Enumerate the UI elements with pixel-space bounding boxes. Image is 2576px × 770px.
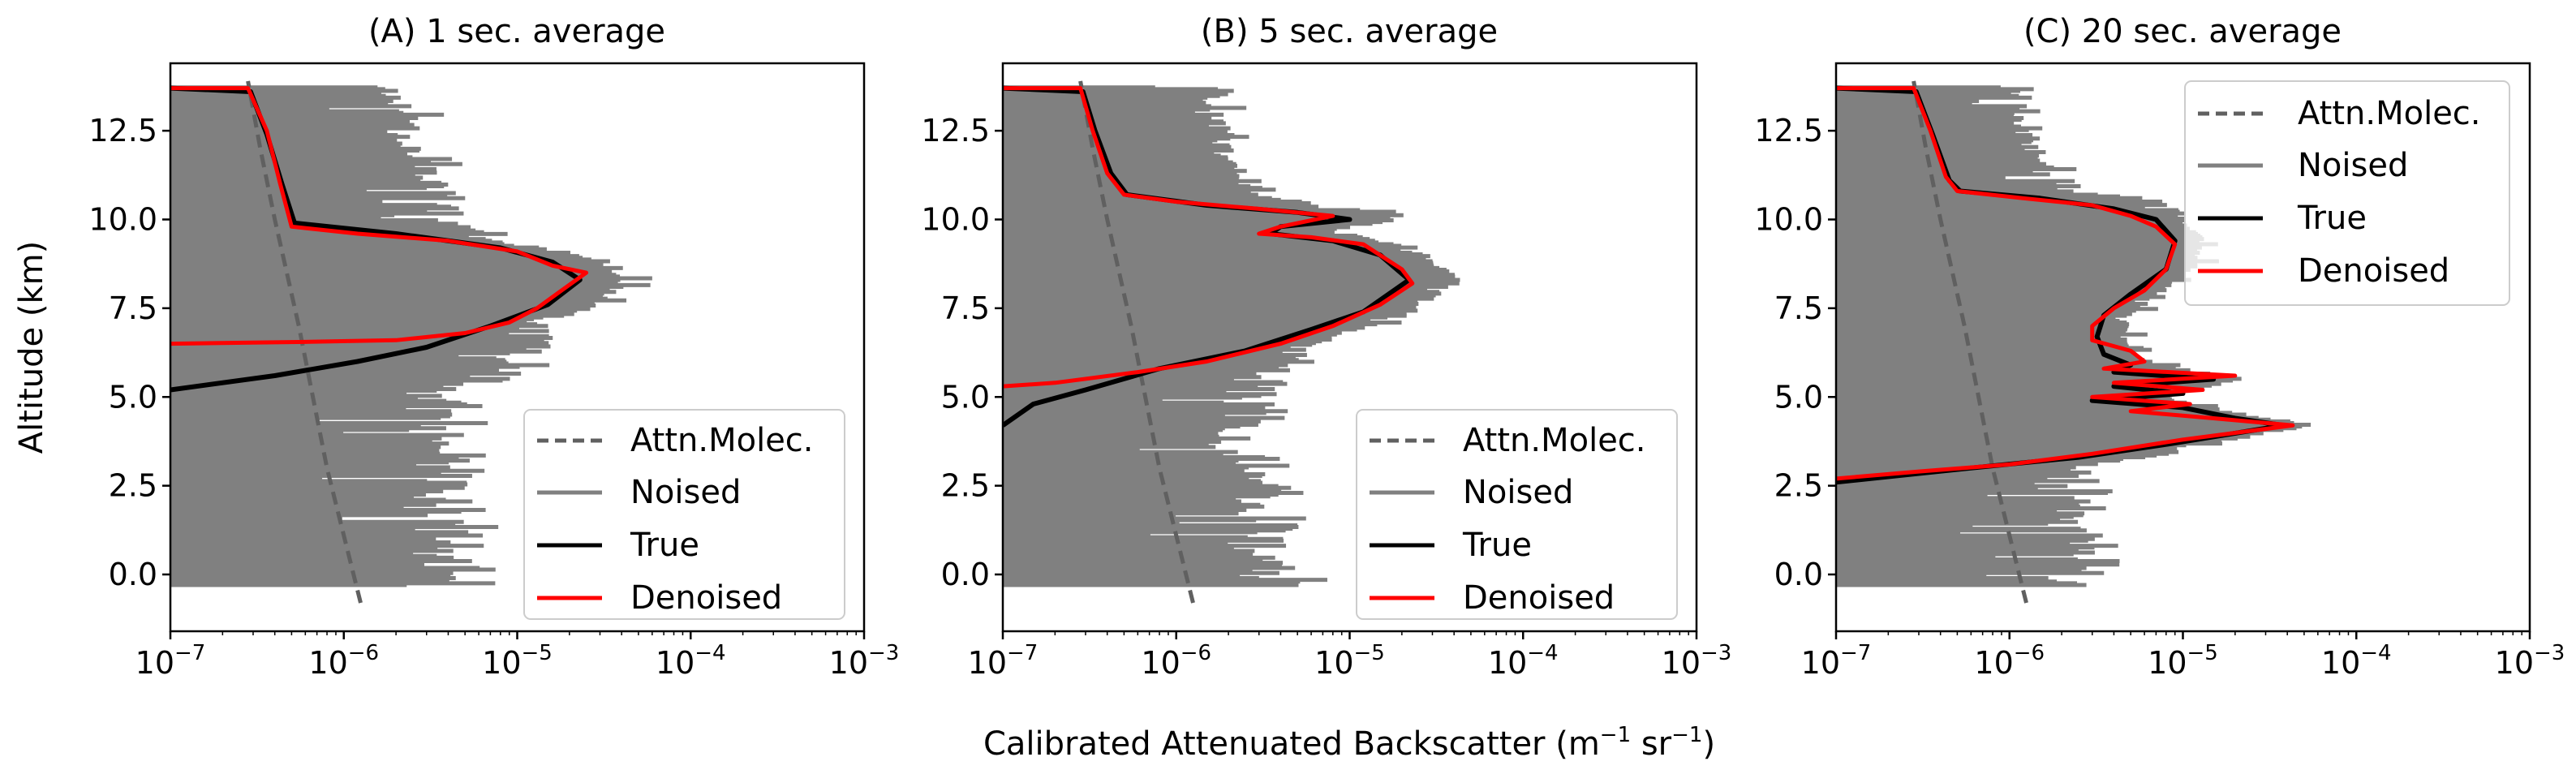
y-tick-label: 12.5 [921, 113, 990, 148]
panel-b-title: (B) 5 sec. average [1201, 13, 1498, 50]
y-tick-label: 0.0 [1774, 557, 1823, 592]
x-tick-label: 10−6 [1141, 641, 1211, 681]
series-attn-molec [246, 80, 363, 604]
x-tick-label: 10−4 [656, 641, 726, 681]
panel-a: (A) 1 sec. average 0.02.55.07.510.012.5 … [88, 13, 899, 681]
y-tick-label: 0.0 [109, 557, 157, 592]
legend-attn-molec-label: Attn.Molec. [2298, 95, 2481, 132]
y-tick-label: 2.5 [109, 468, 157, 504]
legend-denoised-label: Denoised [630, 579, 782, 617]
legend-denoised-label: Denoised [1463, 579, 1615, 617]
x-tick-label: 10−5 [1314, 641, 1385, 681]
legend-true-label: True [630, 527, 699, 564]
y-tick-label: 10.0 [88, 202, 157, 238]
y-tick-label: 7.5 [941, 290, 990, 326]
x-axis-label-close: ) [1702, 725, 1715, 763]
panel-c-y-axis: 0.0 2.5 5.0 7.5 10.0 12.5 [1754, 113, 1836, 592]
legend-noised-label: Noised [2298, 147, 2408, 184]
panel-b-x-axis: 10−7 10−6 10−5 10−4 10−3 [968, 631, 1732, 681]
panel-a-plot-area [170, 80, 652, 604]
x-axis-label-text: Calibrated Attenuated Backscatter (m [983, 725, 1600, 763]
x-tick-label: 10−7 [968, 641, 1039, 681]
panel-c-x-axis: 10−7 10−6 10−5 10−4 10−3 [1801, 631, 2565, 681]
y-tick-label: 5.0 [1774, 379, 1823, 415]
panel-c-title: (C) 20 sec. average [2023, 13, 2342, 50]
x-axis-label-exponent-2: −1 [1671, 723, 1702, 747]
panel-a-x-axis: 10−7 10−6 10−5 10−4 10−3 [135, 631, 900, 681]
y-tick-label: 10.0 [921, 202, 990, 238]
panel-b-plot-area [1003, 80, 1460, 604]
panel-a-y-axis: 0.0 2.5 5.0 7.5 10.0 12.5 [88, 113, 170, 592]
series-denoised [1836, 86, 2295, 481]
x-tick-label: 10−5 [2148, 641, 2218, 681]
legend-attn-molec-label: Attn.Molec. [630, 422, 814, 459]
y-tick-label: 12.5 [88, 113, 157, 148]
y-tick-label: 7.5 [109, 290, 157, 326]
x-tick-label: 10−4 [2321, 641, 2392, 681]
panel-a-legend: Attn.Molec. Noised True Denoised [523, 409, 845, 620]
x-tick-label: 10−4 [1488, 641, 1559, 681]
legend-true-label: True [2297, 200, 2367, 237]
x-tick-label: 10−3 [829, 641, 900, 681]
x-tick-label: 10−5 [482, 641, 553, 681]
series-noised [1836, 85, 2312, 587]
y-tick-label: 5.0 [109, 379, 157, 415]
panel-c: (C) 20 sec. average 0.0 2.5 5.0 7.5 10.0 12.5… [1754, 13, 2565, 681]
panel-a-title: (A) 1 sec. average [368, 13, 665, 50]
x-tick-label: 10−6 [308, 641, 379, 681]
y-tick-label: 5.0 [941, 379, 990, 415]
x-tick-label: 10−6 [1974, 641, 2045, 681]
legend-attn-molec-label: Attn.Molec. [1463, 422, 1646, 459]
x-axis-label: Calibrated Attenuated Backscatter (m−1 s… [983, 723, 1715, 763]
panel-b-y-axis: 0.0 2.5 5.0 7.5 10.0 12.5 [921, 113, 1003, 592]
legend-true-label: True [1462, 527, 1532, 564]
panel-b: (B) 5 sec. average 0.02.55.07.510.012.5 … [921, 13, 1731, 681]
x-tick-label: 10−3 [1662, 641, 1732, 681]
y-tick-label: 7.5 [1774, 290, 1823, 326]
series-attn-molec [1912, 80, 2028, 604]
y-tick-label: 0.0 [941, 557, 990, 592]
panel-c-legend: Attn.Molec. Noised True Denoised [2184, 80, 2510, 306]
x-tick-label: 10−7 [1801, 641, 1872, 681]
series-denoised [1003, 86, 1415, 389]
legend-box [523, 409, 845, 620]
legend-noised-label: Noised [630, 474, 741, 511]
series-denoised [170, 86, 589, 346]
panel-c-plot-area [1836, 80, 2312, 604]
y-tick-label: 2.5 [941, 468, 990, 504]
legend-denoised-label: Denoised [2298, 252, 2449, 290]
legend-box [2184, 80, 2510, 306]
y-tick-label: 2.5 [1774, 468, 1823, 504]
series-noised [1003, 85, 1460, 587]
y-tick-label: 10.0 [1754, 202, 1823, 238]
panel-b-legend: Attn.Molec. Noised True Denoised [1356, 409, 1678, 620]
x-tick-label: 10−7 [135, 641, 206, 681]
legend-box [1356, 409, 1678, 620]
series-attn-molec [1078, 80, 1195, 604]
x-axis-label-exponent-1: −1 [1600, 723, 1631, 747]
y-tick-label: 12.5 [1754, 113, 1823, 148]
legend-noised-label: Noised [1463, 474, 1573, 511]
x-tick-label: 10−3 [2495, 641, 2565, 681]
y-axis-label: Altitude (km) [13, 241, 50, 454]
x-axis-label-mid: sr [1631, 725, 1672, 763]
